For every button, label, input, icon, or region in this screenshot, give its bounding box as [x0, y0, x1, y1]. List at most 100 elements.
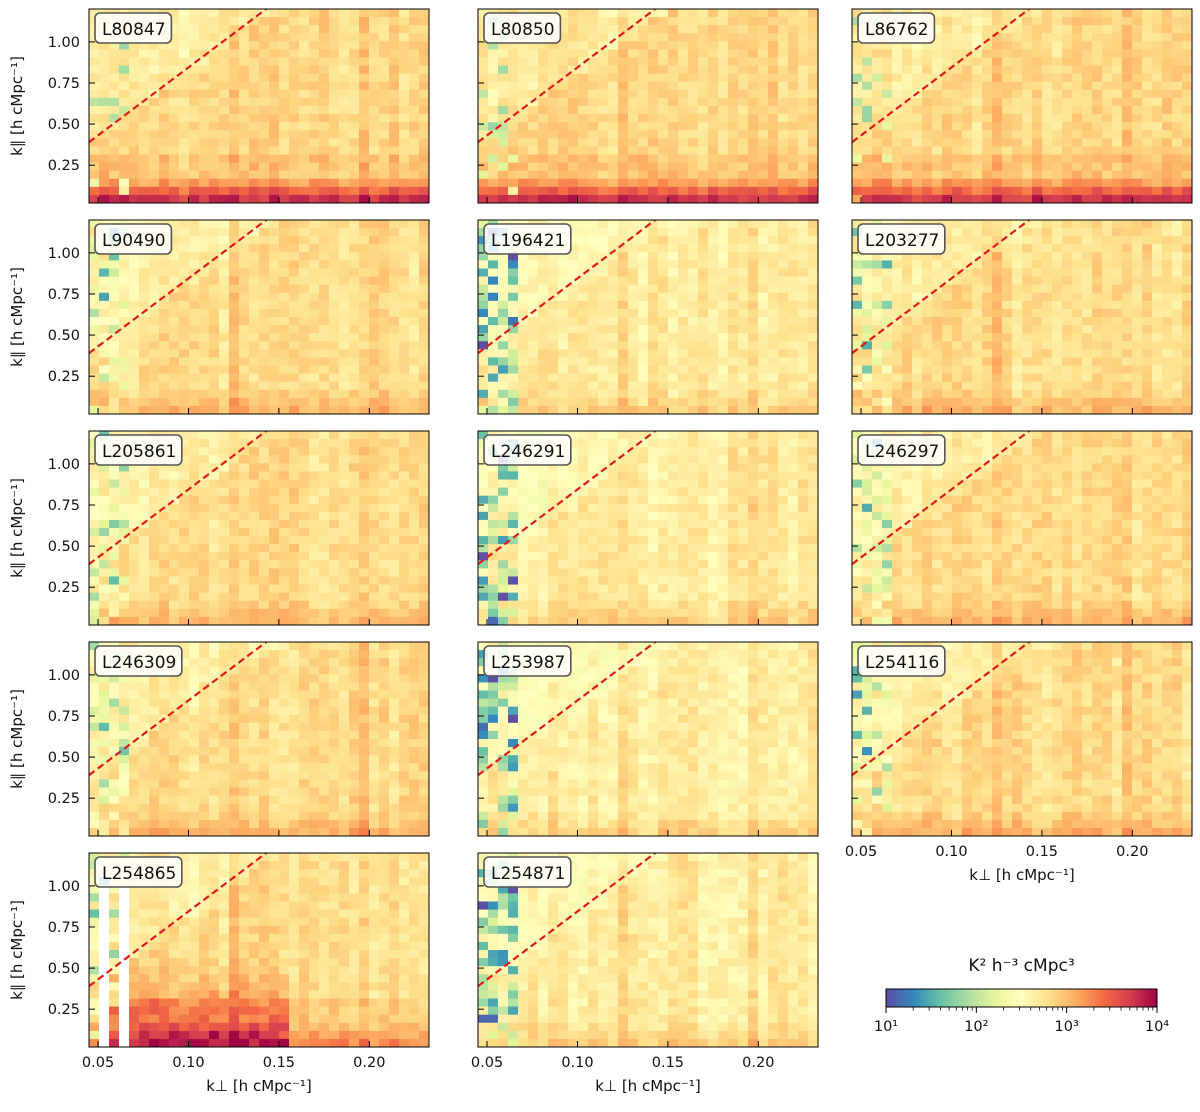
- panel-label-text: L246291: [491, 442, 565, 462]
- y-tick-label: 0.25: [48, 1002, 80, 1018]
- x-tick-label: 0.10: [935, 844, 967, 860]
- y-tick-label: 0.50: [48, 961, 80, 977]
- x-tick-label: 0.20: [742, 1055, 774, 1071]
- panel-L205861: L205861 0.25 0.50 0.75 1.00 k∥ [h cMpc⁻¹]: [8, 430, 430, 626]
- y-axis-label: k∥ [h cMpc⁻¹]: [8, 56, 26, 156]
- panel-label: L253987: [483, 645, 572, 677]
- y-tick-label: 1.00: [48, 879, 80, 895]
- colorbar-bar: [885, 988, 1158, 1008]
- heatmap-L253987: [478, 642, 818, 836]
- x-axis-label: k⊥ [h cMpc⁻¹]: [206, 1077, 311, 1095]
- panel-frame: [88, 430, 430, 626]
- panel-label-box: [483, 12, 562, 44]
- wedge-line: [852, 431, 1030, 566]
- panel-frame: [88, 8, 430, 204]
- x-tick-label: 0.10: [561, 1055, 593, 1071]
- x-tick-label: 0.05: [471, 1055, 503, 1071]
- colorbar-tick-label: 10³: [1055, 1019, 1079, 1035]
- panel-label: L246309: [94, 645, 183, 677]
- panel-frame: [88, 852, 430, 1048]
- panel-label-text: L254865: [102, 864, 176, 884]
- panel-label: L80847: [94, 12, 173, 44]
- y-tick-label: 0.75: [48, 287, 80, 303]
- y-tick-label: 0.75: [48, 76, 80, 92]
- panel-L254871: L254871 0.05 0.10 0.15 0.20 k⊥ [h cMpc⁻¹]: [471, 852, 819, 1095]
- panel-label: L196421: [483, 223, 572, 255]
- panel-L86762: L86762: [851, 8, 1193, 204]
- x-tick-label: 0.20: [1116, 844, 1148, 860]
- y-tick-label: 1.00: [48, 35, 80, 51]
- panel-label-box: [483, 223, 572, 255]
- panel-frame: [477, 852, 819, 1048]
- x-tick-label: 0.05: [845, 844, 877, 860]
- panel-frame: [477, 430, 819, 626]
- y-axis-label: k∥ [h cMpc⁻¹]: [8, 478, 26, 578]
- heatmap-L254871: [478, 853, 818, 1047]
- x-tick-label: 0.05: [82, 1055, 114, 1071]
- heatmap-L205861: [89, 431, 429, 625]
- wedge-line: [852, 642, 1030, 777]
- panel-frame: [851, 430, 1193, 626]
- panel-label-text: L254871: [491, 864, 565, 884]
- colorbar: K² h⁻³ cMpc³ 10¹ 10² 10³ 10⁴: [874, 956, 1169, 1035]
- y-tick-label: 0.75: [48, 498, 80, 514]
- panel-label-box: [857, 12, 936, 44]
- x-tick-label: 0.10: [172, 1055, 204, 1071]
- heatmap-L246309: [89, 642, 429, 836]
- y-axis-label: k∥ [h cMpc⁻¹]: [8, 267, 26, 367]
- wedge-line: [478, 642, 656, 777]
- wedge-line: [89, 642, 267, 777]
- heatmap-L80847: [89, 9, 429, 203]
- panel-L80847: L80847 0.25 0.50 0.75 1.00 k∥ [h cMpc⁻¹]: [8, 8, 430, 204]
- panel-label-box: [94, 645, 183, 677]
- panel-label-box: [483, 434, 572, 466]
- wedge-line: [478, 9, 656, 144]
- panel-frame: [851, 8, 1193, 204]
- panel-label-box: [483, 856, 572, 888]
- y-tick-label: 0.50: [48, 750, 80, 766]
- panel-L90490: L90490 0.25 0.50 0.75 1.00 k∥ [h cMpc⁻¹]: [8, 219, 430, 415]
- panel-label: L254116: [857, 645, 946, 677]
- panel-label-text: L253987: [491, 653, 565, 673]
- panel-label-text: L80850: [491, 20, 555, 40]
- panel-L246291: L246291: [477, 430, 819, 626]
- heatmap-L86762: [852, 9, 1192, 203]
- wedge-line: [89, 9, 267, 144]
- panel-label-box: [857, 645, 946, 677]
- x-tick-label: 0.15: [1026, 844, 1058, 860]
- panel-label-box: [94, 856, 183, 888]
- y-tick-label: 0.25: [48, 580, 80, 596]
- x-tick-label: 0.15: [263, 1055, 295, 1071]
- panel-label-text: L203277: [865, 231, 939, 251]
- y-tick-label: 0.25: [48, 369, 80, 385]
- panel-label-box: [857, 223, 946, 255]
- panel-frame: [88, 219, 430, 415]
- panel-L253987: L253987: [477, 641, 819, 837]
- wedge-line: [478, 431, 656, 566]
- panel-label-box: [94, 223, 173, 255]
- colorbar-title: K² h⁻³ cMpc³: [968, 956, 1074, 976]
- wedge-line: [89, 220, 267, 355]
- panel-label-text: L254116: [865, 653, 939, 673]
- panel-label: L205861: [94, 434, 183, 466]
- wedge-line: [89, 431, 267, 566]
- y-axis-label: k∥ [h cMpc⁻¹]: [8, 900, 26, 1000]
- y-axis-label: k∥ [h cMpc⁻¹]: [8, 689, 26, 789]
- x-axis-label: k⊥ [h cMpc⁻¹]: [595, 1077, 700, 1095]
- panel-label: L80850: [483, 12, 562, 44]
- panel-label-text: L86762: [865, 20, 929, 40]
- y-tick-label: 1.00: [48, 246, 80, 262]
- heatmap-L254116: [852, 642, 1192, 836]
- panel-frame: [851, 219, 1193, 415]
- panel-label-text: L80847: [102, 20, 166, 40]
- wedge-line: [852, 9, 1030, 144]
- wedge-line: [478, 220, 656, 355]
- panel-L254865: L254865 0.25 0.50 0.75 1.00 k∥ [h cMpc⁻¹] 0.05…: [8, 852, 430, 1095]
- y-tick-label: 0.25: [48, 158, 80, 174]
- panel-frame: [477, 8, 819, 204]
- panel-label-box: [857, 434, 946, 466]
- panel-L246297: L246297: [851, 430, 1193, 626]
- panel-frame: [88, 641, 430, 837]
- panel-L203277: L203277: [851, 219, 1193, 415]
